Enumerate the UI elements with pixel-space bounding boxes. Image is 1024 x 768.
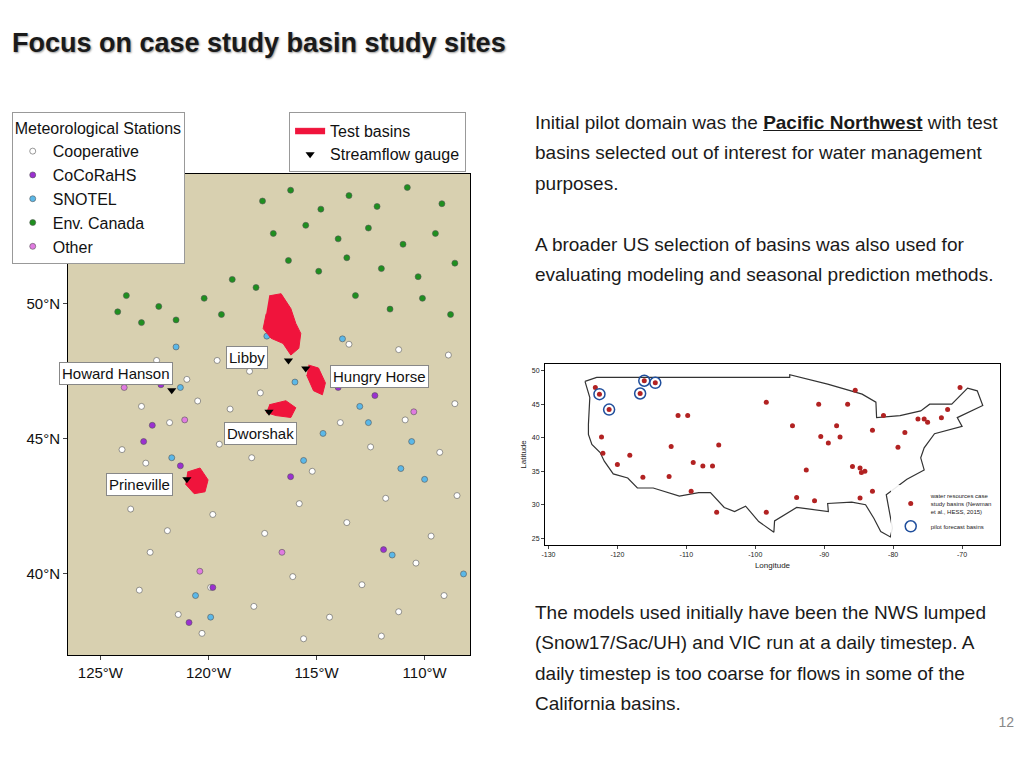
svg-text:-70: -70 (957, 551, 967, 558)
svg-text:SNOTEL: SNOTEL (53, 191, 117, 208)
svg-text:-110: -110 (680, 551, 694, 558)
svg-text:Env. Canada: Env. Canada (53, 215, 144, 232)
svg-text:Libby: Libby (229, 349, 265, 366)
svg-text:Streamflow gauge: Streamflow gauge (330, 146, 459, 163)
svg-text:Meteorological Stations: Meteorological Stations (15, 120, 181, 137)
svg-text:50: 50 (532, 367, 540, 374)
html-text:A broader US selection of basi: A broader US selection of basins was als… (535, 234, 994, 286)
svg-text:35: 35 (532, 468, 540, 475)
html-text:Initial pilot domain was the P: Initial pilot domain was the Pacific Nor… (535, 112, 998, 194)
svg-text:water resources casestudy basi: water resources casestudy basins (Newman… (930, 493, 992, 515)
svg-text:-90: -90 (819, 551, 829, 558)
svg-text:-100: -100 (748, 551, 762, 558)
svg-text:Longitude: Longitude (755, 561, 791, 570)
html-text:The models used initially have: The models used initially have been the … (535, 602, 986, 715)
svg-text:25: 25 (532, 535, 540, 542)
svg-text:Cooperative: Cooperative (53, 143, 139, 160)
html-text:Focus on case study basin stud: Focus on case study basin study sites (12, 28, 506, 58)
svg-text:40°N: 40°N (26, 565, 60, 582)
svg-text:50°N: 50°N (26, 295, 60, 312)
svg-text:45: 45 (532, 401, 540, 408)
svg-text:Dworshak: Dworshak (227, 425, 294, 442)
svg-text:-80: -80 (888, 551, 898, 558)
svg-text:-130: -130 (541, 551, 555, 558)
svg-text:110°W: 110°W (403, 664, 448, 681)
svg-text:pilot forecast basins: pilot forecast basins (931, 524, 984, 530)
svg-text:Prineville: Prineville (109, 476, 170, 493)
svg-text:40: 40 (532, 434, 540, 441)
svg-text:CoCoRaHS: CoCoRaHS (53, 167, 137, 184)
svg-text:Hungry Horse: Hungry Horse (333, 368, 426, 385)
svg-text:Latitude: Latitude (519, 440, 528, 469)
svg-text:Test basins: Test basins (330, 123, 410, 140)
svg-text:125°W: 125°W (78, 664, 124, 681)
html-text:12: 12 (998, 714, 1014, 730)
svg-text:Howard Hanson: Howard Hanson (62, 365, 170, 382)
svg-text:-120: -120 (610, 551, 624, 558)
svg-text:45°N: 45°N (26, 430, 60, 447)
svg-text:30: 30 (532, 501, 540, 508)
svg-text:120°W: 120°W (186, 664, 232, 681)
svg-text:Other: Other (53, 239, 94, 256)
svg-text:115°W: 115°W (295, 664, 340, 681)
